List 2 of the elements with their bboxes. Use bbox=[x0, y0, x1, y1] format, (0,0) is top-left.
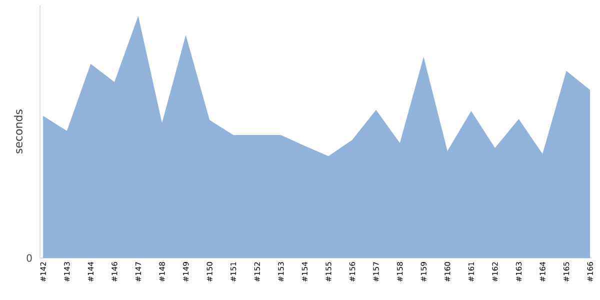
text: 0 bbox=[26, 254, 32, 262]
y-axis-title: seconds bbox=[14, 110, 22, 154]
